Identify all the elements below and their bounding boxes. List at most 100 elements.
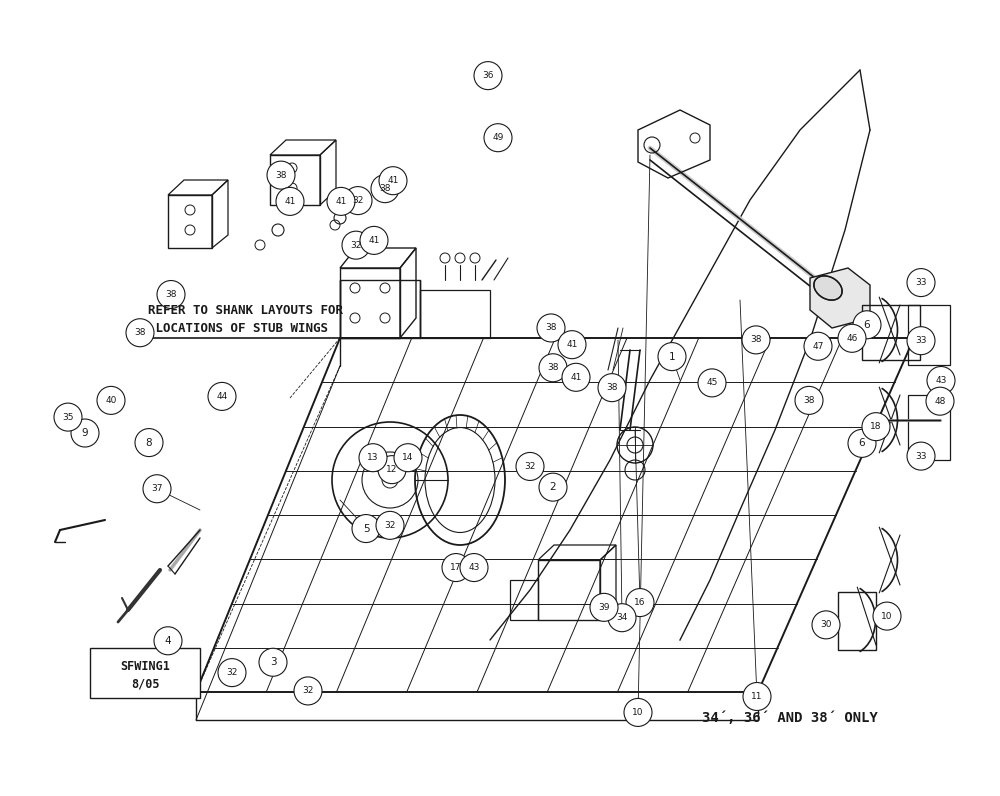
Circle shape [359,443,387,472]
Text: 16: 16 [634,598,646,607]
Text: 8/05: 8/05 [131,677,159,690]
Circle shape [590,593,618,622]
Text: 11: 11 [751,692,763,701]
Circle shape [624,698,652,727]
Text: 49: 49 [492,133,504,142]
Text: 17: 17 [450,563,462,572]
Circle shape [71,419,99,447]
Circle shape [360,226,388,255]
Text: 41: 41 [284,197,296,206]
Text: 5: 5 [363,524,369,533]
Text: LOCATIONS OF STUB WINGS: LOCATIONS OF STUB WINGS [148,322,328,334]
Text: 48: 48 [934,396,946,406]
Text: 32: 32 [226,668,238,677]
Text: 8: 8 [146,438,152,447]
Text: 6: 6 [864,320,870,330]
Text: 41: 41 [566,340,578,349]
Circle shape [927,366,955,395]
Circle shape [379,166,407,195]
Circle shape [344,186,372,215]
Circle shape [539,473,567,501]
Circle shape [154,626,182,655]
Text: 41: 41 [335,197,347,206]
Circle shape [342,231,370,259]
Circle shape [218,658,246,687]
Circle shape [143,474,171,503]
Circle shape [371,174,399,203]
Text: 32: 32 [352,196,364,205]
Circle shape [795,386,823,415]
Text: 9: 9 [82,428,88,438]
Text: 47: 47 [812,341,824,351]
Text: 33: 33 [915,451,927,461]
Circle shape [378,455,406,484]
Circle shape [558,330,586,359]
Text: 46: 46 [846,334,858,343]
Circle shape [539,353,567,382]
Text: 10: 10 [881,611,893,621]
Text: 36: 36 [482,71,494,80]
Circle shape [862,412,890,441]
Text: 40: 40 [105,396,117,405]
Text: 41: 41 [570,373,582,382]
Text: 38: 38 [606,383,618,392]
Text: 38: 38 [165,290,177,299]
Circle shape [812,611,840,639]
Text: SFWING1: SFWING1 [120,660,170,673]
Circle shape [97,386,125,415]
Bar [90,648,200,698]
Text: 1: 1 [669,352,675,361]
Ellipse shape [814,276,842,300]
Circle shape [460,553,488,582]
Text: 34´, 36´ AND 38´ ONLY: 34´, 36´ AND 38´ ONLY [702,711,878,725]
Circle shape [873,602,901,630]
Circle shape [848,429,876,458]
Text: 2: 2 [550,482,556,492]
Text: 37: 37 [151,484,163,494]
Text: 35: 35 [62,412,74,422]
Text: 30: 30 [820,620,832,630]
Circle shape [327,187,355,216]
Circle shape [294,677,322,705]
Circle shape [442,553,470,582]
Text: 43: 43 [935,376,947,385]
Text: 32: 32 [350,240,362,250]
Circle shape [267,161,295,189]
Circle shape [126,318,154,347]
Circle shape [516,452,544,481]
Circle shape [742,326,770,354]
Circle shape [598,373,626,402]
Text: 33: 33 [915,278,927,287]
Text: 32: 32 [524,462,536,471]
Circle shape [474,61,502,90]
Circle shape [804,332,832,361]
Circle shape [208,382,236,411]
Circle shape [907,442,935,470]
Text: 44: 44 [216,392,228,401]
Text: 34: 34 [616,613,628,622]
Text: 38: 38 [275,170,287,180]
Circle shape [537,314,565,342]
Polygon shape [810,268,870,328]
Text: 38: 38 [545,323,557,333]
Text: 38: 38 [750,335,762,345]
Text: 18: 18 [870,422,882,431]
Circle shape [157,280,185,309]
Circle shape [562,363,590,392]
Text: 6: 6 [859,439,865,448]
Text: 41: 41 [368,236,380,245]
Circle shape [907,326,935,355]
Circle shape [484,123,512,152]
Text: 32: 32 [302,686,314,696]
Circle shape [743,682,771,711]
Circle shape [926,387,954,416]
Circle shape [853,310,881,339]
Circle shape [376,511,404,540]
Circle shape [135,428,163,457]
Text: 12: 12 [386,465,398,474]
Text: 45: 45 [706,378,718,388]
Circle shape [54,403,82,431]
Text: 32: 32 [384,521,396,530]
Text: 38: 38 [379,184,391,193]
Circle shape [276,187,304,216]
